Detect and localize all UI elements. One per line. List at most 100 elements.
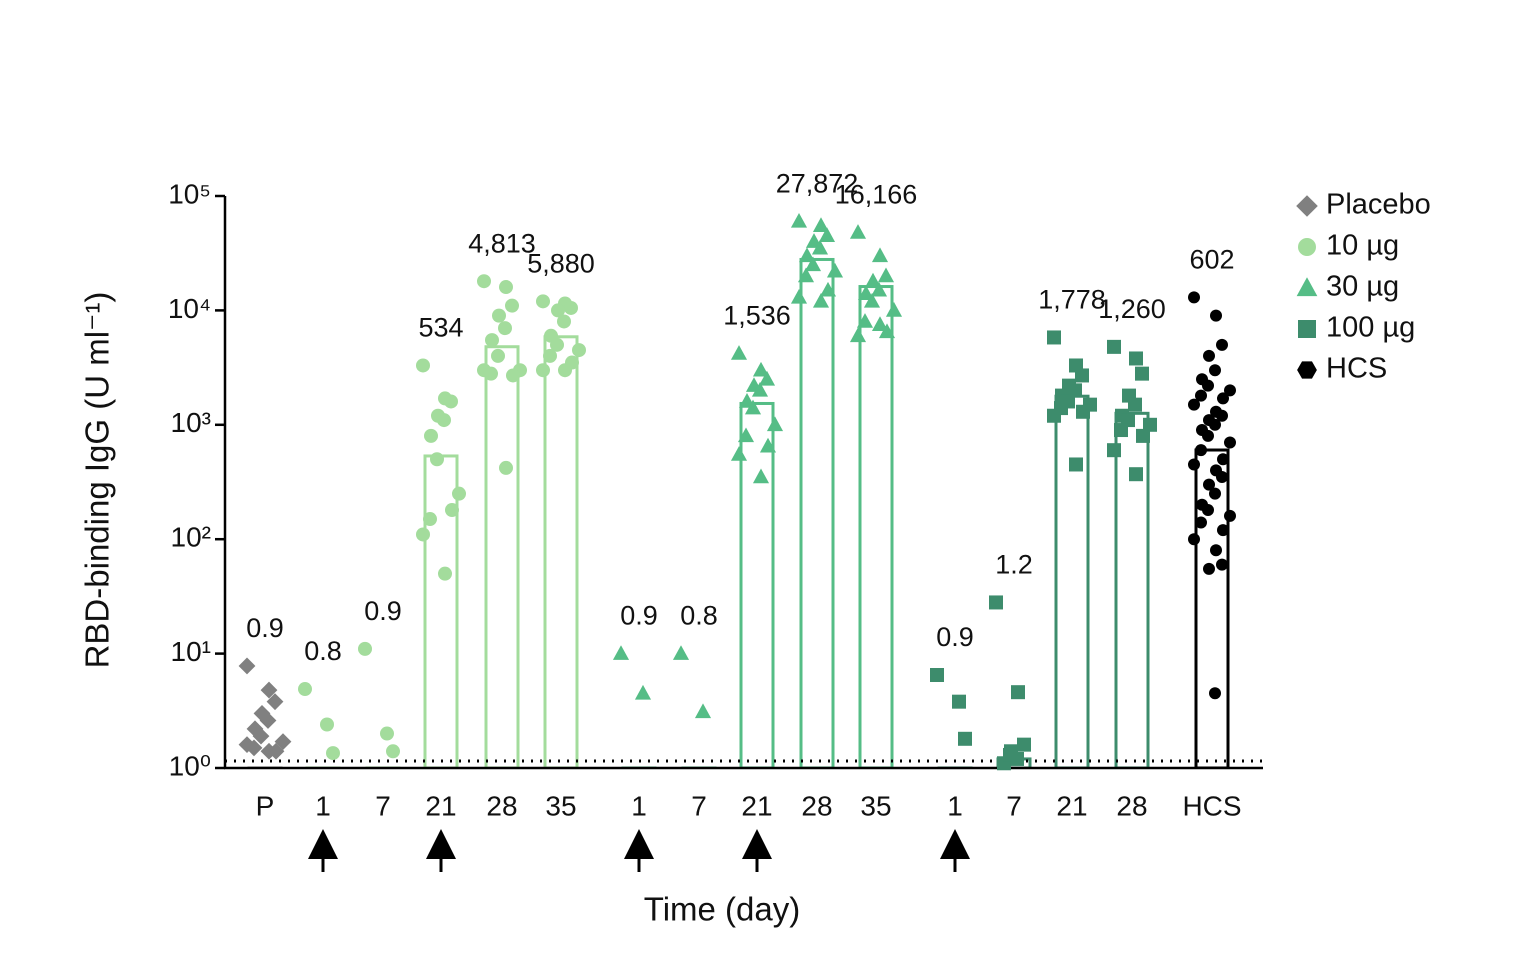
- data-point: [1224, 436, 1236, 449]
- data-point: [1188, 398, 1200, 411]
- data-point: [885, 302, 903, 317]
- y-tick-label: 10⁰: [169, 750, 211, 781]
- bar: [739, 401, 775, 768]
- data-point: [1011, 685, 1025, 700]
- value-label: 1,260: [1098, 294, 1166, 324]
- value-label: 27,872: [776, 169, 859, 199]
- data-point: [1195, 516, 1207, 529]
- data-point: [798, 247, 816, 263]
- legend-label: HCS: [1326, 353, 1387, 385]
- data-point: [634, 684, 652, 700]
- data-point: [930, 668, 944, 683]
- data-point: [1135, 366, 1149, 381]
- value-label: 1,778: [1038, 285, 1106, 315]
- data-point: [752, 361, 770, 377]
- data-point: [1047, 330, 1061, 345]
- data-point: [1068, 383, 1082, 398]
- x-tick-label: 35: [545, 790, 576, 821]
- value-label: 5,880: [527, 248, 595, 278]
- data-point: [260, 742, 278, 760]
- data-point: [1017, 737, 1031, 752]
- data-point: [1209, 418, 1221, 431]
- value-label: 0.8: [304, 636, 342, 666]
- data-point: [1217, 524, 1229, 537]
- data-point: [423, 512, 437, 527]
- data-point: [790, 212, 808, 228]
- bar: [1114, 411, 1150, 768]
- data-point: [1188, 533, 1200, 546]
- data-point: [1217, 392, 1229, 405]
- value-label: 0.9: [620, 601, 658, 631]
- data-point: [1069, 457, 1083, 472]
- data-point: [492, 308, 506, 323]
- data-point: [1195, 389, 1207, 402]
- data-point: [1209, 487, 1221, 500]
- x-tick-label: 21: [1056, 790, 1087, 821]
- data-point: [444, 394, 458, 409]
- data-point: [416, 358, 430, 373]
- legend-label: 30 µg: [1326, 271, 1399, 303]
- y-tick-label: 10²: [171, 522, 211, 553]
- value-label: 4,813: [468, 228, 536, 258]
- data-point: [766, 416, 784, 432]
- data-point: [958, 731, 972, 746]
- data-point: [1047, 408, 1061, 423]
- x-tick-label: 28: [1116, 790, 1147, 821]
- x-tick-label: P: [256, 790, 275, 821]
- data-point: [694, 703, 712, 719]
- data-point: [1188, 291, 1200, 304]
- data-point: [989, 595, 1003, 610]
- bar: [799, 257, 835, 768]
- value-label: 0.9: [936, 622, 974, 652]
- data-point: [1216, 409, 1228, 422]
- legend-label: Placebo: [1326, 189, 1431, 221]
- data-point: [550, 337, 564, 352]
- data-point: [1216, 470, 1228, 483]
- legend-label: 100 µg: [1326, 312, 1415, 344]
- x-tick-label: 1: [947, 790, 963, 821]
- data-point: [498, 321, 512, 336]
- data-point: [505, 298, 519, 313]
- x-tick-label: 28: [801, 790, 832, 821]
- y-tick-label: 10³: [171, 407, 211, 438]
- data-point: [812, 217, 830, 233]
- data-point: [506, 368, 520, 383]
- data-point: [1202, 379, 1214, 392]
- legend-marker: [1296, 277, 1318, 297]
- value-label: 1,536: [723, 301, 791, 331]
- data-point: [1129, 467, 1143, 482]
- x-tick-label: 28: [486, 790, 517, 821]
- legend-marker: [1297, 361, 1317, 379]
- value-label: 1.2: [995, 550, 1033, 580]
- data-point: [452, 486, 466, 501]
- data-point: [819, 281, 837, 297]
- bar: [1054, 394, 1090, 768]
- data-point: [1203, 349, 1215, 362]
- data-point: [849, 224, 867, 239]
- value-label: 0.9: [246, 613, 284, 643]
- data-point: [536, 294, 550, 309]
- data-point: [877, 267, 895, 283]
- data-point: [238, 736, 256, 754]
- legend-label: 10 µg: [1326, 230, 1399, 262]
- data-point: [564, 300, 578, 315]
- data-point: [811, 239, 829, 255]
- data-point: [804, 256, 822, 272]
- data-point: [1203, 562, 1215, 575]
- x-tick-label: 1: [631, 790, 647, 821]
- data-point: [1128, 397, 1142, 412]
- data-point: [1107, 443, 1121, 458]
- data-point: [1076, 404, 1090, 419]
- data-point: [445, 502, 459, 517]
- data-point: [1210, 544, 1222, 557]
- data-point: [557, 314, 571, 329]
- value-label: 534: [418, 313, 463, 343]
- data-point: [380, 726, 394, 741]
- data-point: [1136, 428, 1150, 443]
- data-point: [1203, 478, 1215, 491]
- data-point: [797, 267, 815, 283]
- data-point: [744, 399, 762, 415]
- data-point: [259, 712, 277, 729]
- bar: [543, 335, 579, 768]
